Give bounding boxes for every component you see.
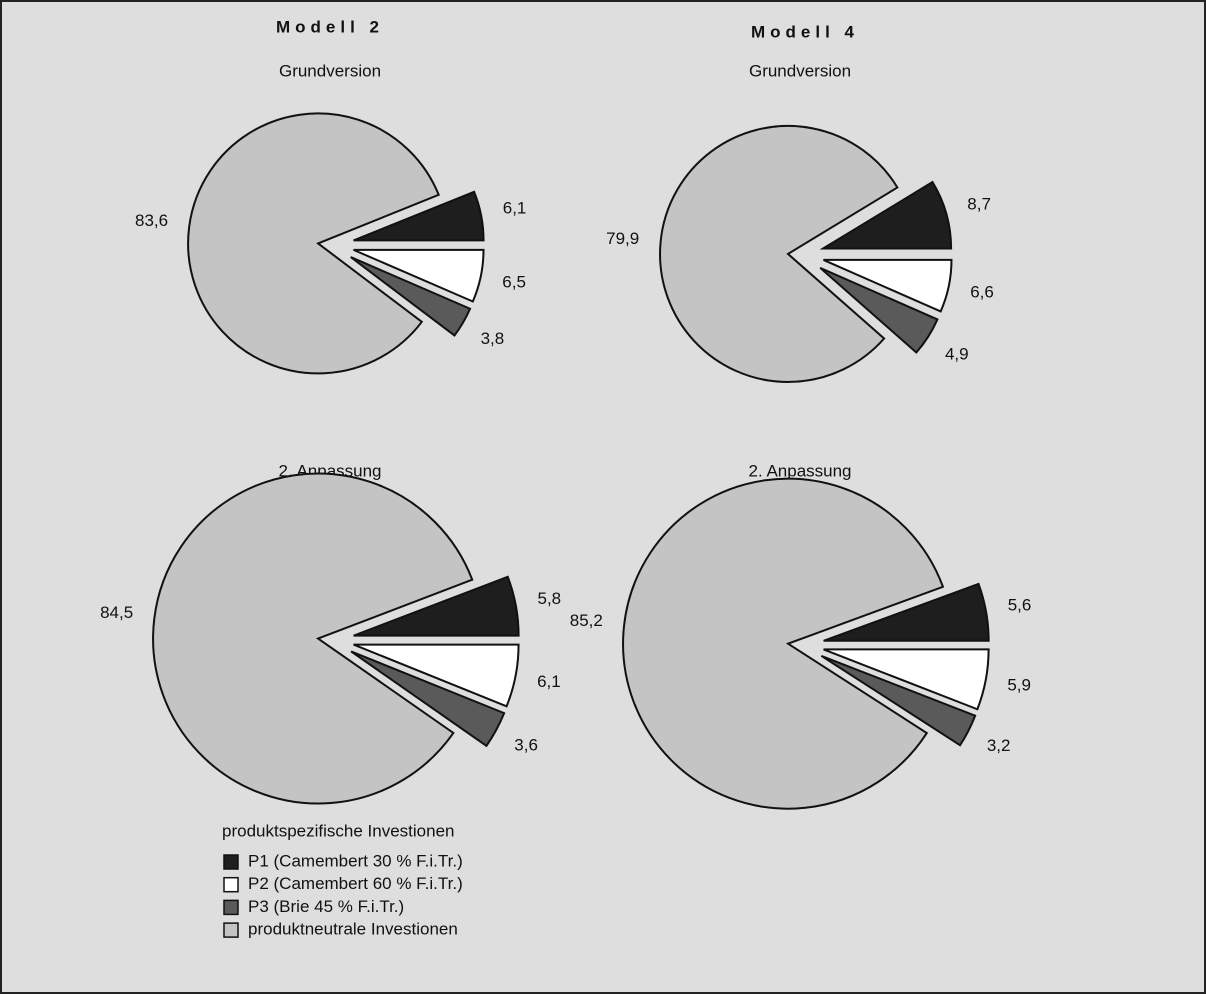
value-label: 8,7 — [967, 194, 991, 213]
value-label: 3,2 — [987, 736, 1011, 755]
pie-slice — [823, 648, 990, 711]
pie-slice — [353, 575, 520, 637]
chart-subtitle: Grundversion — [279, 61, 381, 80]
legend-label: P2 (Camembert 60 % F.i.Tr.) — [248, 874, 463, 893]
value-label: 85,2 — [570, 611, 603, 630]
value-label: 79,9 — [606, 229, 639, 248]
chart-subtitle: 2. Anpassung — [748, 461, 851, 480]
pie-slice — [152, 472, 474, 805]
value-label: 6,1 — [503, 199, 527, 218]
legend-label: produktneutrale Investionen — [248, 920, 458, 939]
pie-slice — [350, 256, 472, 337]
chart-subtitle: Grundversion — [749, 61, 851, 80]
column-title: Modell 2 — [276, 17, 384, 36]
pie-slice — [820, 654, 977, 747]
value-label: 5,8 — [537, 589, 561, 608]
pie-slice — [353, 248, 485, 303]
legend-swatch — [223, 854, 239, 870]
pie-slice — [187, 112, 440, 375]
value-label: 3,6 — [514, 736, 538, 755]
column-title: Modell 4 — [751, 22, 859, 41]
pie-slice — [659, 124, 899, 383]
value-label: 6,1 — [537, 672, 561, 691]
value-label: 4,9 — [945, 345, 969, 364]
legend-title: produktspezifische Investionen — [222, 821, 454, 840]
legend-label: P1 (Camembert 30 % F.i.Tr.) — [248, 851, 463, 870]
legend-swatch — [223, 876, 239, 893]
value-label: 3,8 — [481, 329, 505, 348]
value-label: 6,6 — [970, 283, 994, 302]
value-label: 6,5 — [502, 273, 526, 292]
pie-slice — [819, 180, 953, 250]
value-label: 83,6 — [135, 211, 168, 230]
pie-slice — [823, 258, 953, 313]
pie-slice — [350, 650, 506, 748]
legend-swatch — [223, 922, 239, 938]
pie-slice — [819, 266, 939, 354]
value-label: 84,5 — [100, 603, 133, 622]
pie-slice — [353, 190, 485, 242]
pie-slice — [823, 582, 990, 642]
pie-slice — [622, 477, 945, 810]
pie-slice — [353, 643, 520, 708]
legend-swatch — [223, 899, 239, 916]
legend-label: P3 (Brie 45 % F.i.Tr.) — [248, 897, 404, 916]
value-label: 5,9 — [1007, 676, 1031, 695]
value-label: 5,6 — [1008, 595, 1032, 614]
